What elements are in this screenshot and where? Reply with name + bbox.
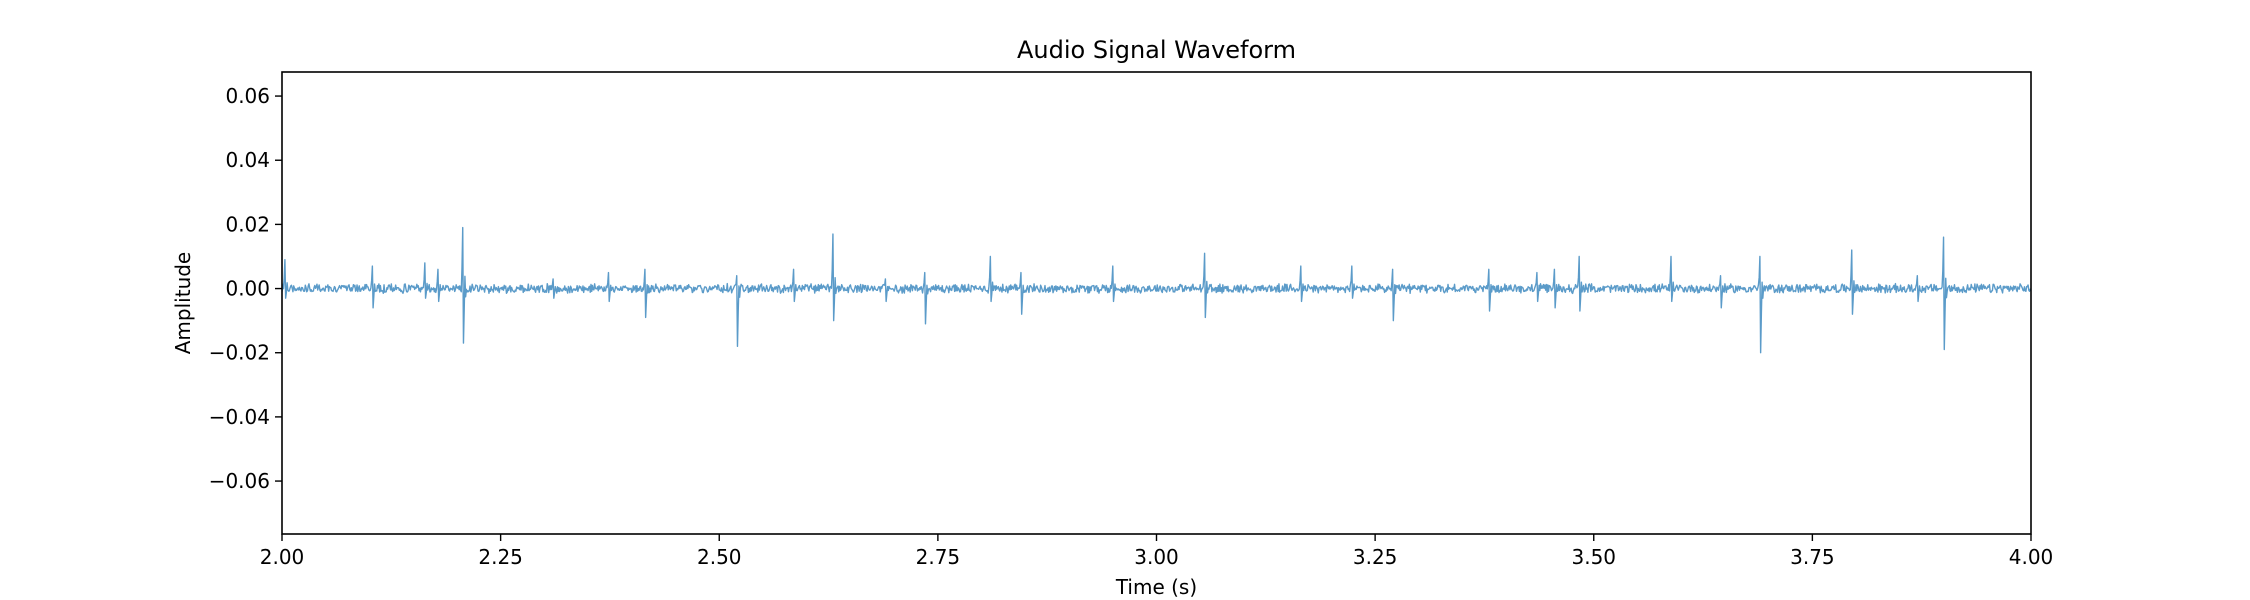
waveform-line	[282, 226, 2031, 354]
y-tick-label: 0.02	[225, 212, 270, 236]
y-axis: 0.06 0.04 0.02 0.00 −0.02 −0.04 −0.06	[209, 84, 282, 493]
y-tick-label: 0.00	[225, 277, 270, 301]
series-group	[282, 226, 2031, 354]
x-tick-label: 3.50	[1571, 545, 1616, 569]
x-tick-label: 3.00	[1134, 545, 1179, 569]
x-axis-label: Time (s)	[1115, 575, 1197, 599]
x-tick-label: 2.25	[478, 545, 523, 569]
y-tick-label: −0.02	[209, 341, 270, 365]
y-tick-label: −0.04	[209, 405, 270, 429]
x-tick-label: 2.50	[697, 545, 742, 569]
x-tick-label: 4.00	[2009, 545, 2054, 569]
chart-title: Audio Signal Waveform	[1017, 36, 1296, 64]
x-tick-label: 3.25	[1353, 545, 1398, 569]
y-tick-label: 0.04	[225, 148, 270, 172]
y-axis-label: Amplitude	[171, 252, 195, 355]
x-tick-label: 3.75	[1790, 545, 1835, 569]
x-tick-label: 2.00	[260, 545, 305, 569]
x-tick-label: 2.75	[916, 545, 961, 569]
y-tick-label: 0.06	[225, 84, 270, 108]
y-tick-label: −0.06	[209, 469, 270, 493]
x-axis: 2.00 2.25 2.50 2.75 3.00 3.25 3.50 3.75 4.00	[260, 534, 2054, 569]
